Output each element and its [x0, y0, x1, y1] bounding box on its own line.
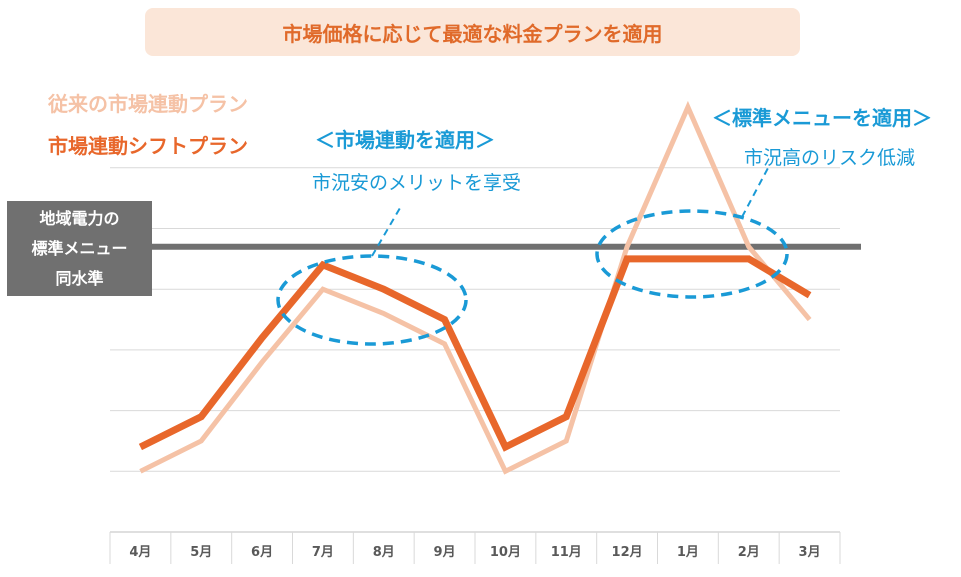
title-text: 市場価格に応じて最適な料金プランを適用 [282, 21, 663, 46]
x-tick-label: 12月 [612, 545, 643, 560]
grid-lines [110, 167, 840, 533]
standard-label-line-3: 同水準 [55, 268, 104, 288]
right-annotation-subtitle: 市況高のリスク低減 [744, 147, 916, 169]
series-line-old-plan [139, 100, 812, 475]
series-line-new-plan [138, 255, 812, 452]
x-tick-label: 11月 [551, 545, 582, 560]
x-tick-label: 2月 [738, 545, 760, 560]
x-tick-label: 1月 [677, 545, 699, 560]
title-banner: 市場価格に応じて最適な料金プランを適用 [145, 8, 800, 56]
standard-label-line-2: 標準メニュー [31, 238, 128, 258]
x-tick-label: 6月 [251, 545, 273, 560]
left-highlight-ellipse [276, 254, 468, 346]
right-highlight-ellipse [595, 209, 789, 299]
x-tick-label: 5月 [190, 545, 212, 560]
standard-label-line-1: 地域電力の [39, 208, 120, 228]
right-callout-line [741, 167, 769, 218]
x-tick-label: 9月 [434, 545, 456, 560]
x-tick-labels: 4月 5月 6月 7月 8月 9月 10月 11月 12月 1月 2月 3月 [129, 545, 820, 560]
x-axis [109, 532, 841, 564]
standard-level-label: 地域電力の 標準メニュー 同水準 [7, 201, 152, 296]
series-group [138, 100, 812, 475]
x-tick-label: 10月 [490, 545, 521, 560]
left-annotation-title: ＜市場連動を適用＞ [315, 128, 495, 152]
right-annotation-title: ＜標準メニューを適用＞ [712, 106, 932, 130]
x-tick-label: 4月 [129, 545, 151, 560]
x-tick-label: 3月 [799, 545, 821, 560]
legend-old-plan: 従来の市場連動プラン [48, 92, 248, 116]
left-callout-line [371, 207, 401, 257]
left-annotation-subtitle: 市況安のメリットを享受 [312, 172, 522, 194]
x-tick-label: 8月 [373, 545, 395, 560]
legend-new-plan: 市場連動シフトプラン [48, 134, 248, 158]
x-tick-label: 7月 [312, 545, 334, 560]
